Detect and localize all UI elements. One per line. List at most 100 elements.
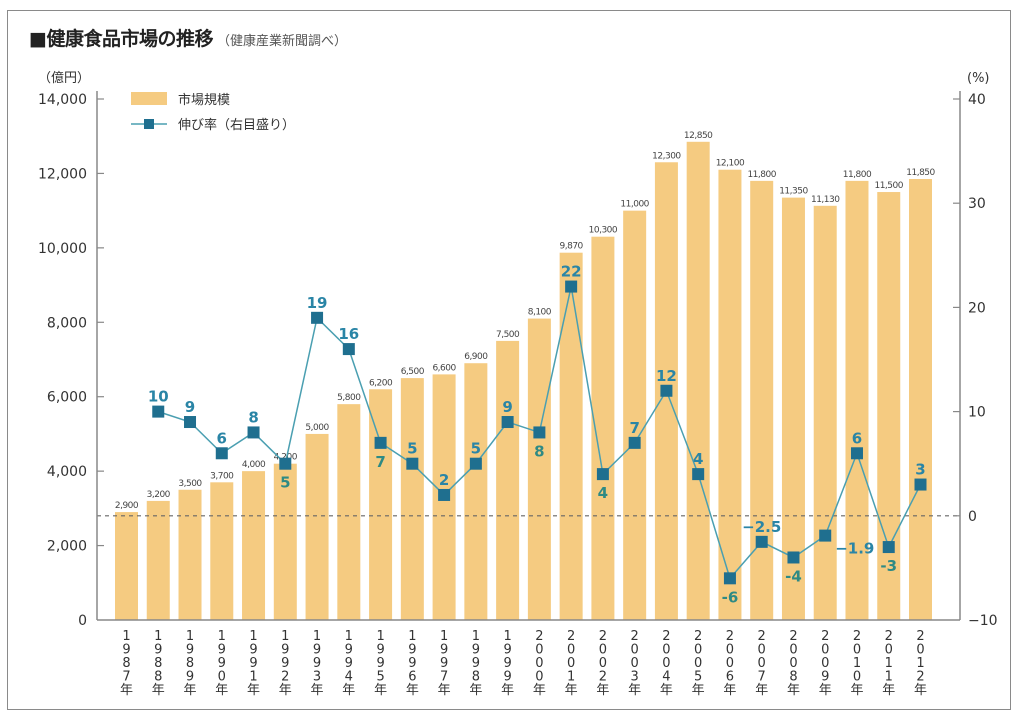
x-axis-label-char: 年 (628, 683, 641, 698)
x-axis-label-char: 1 (249, 670, 257, 685)
legend-label-market-size: 市場規模 (178, 92, 230, 108)
x-axis-label-char: 7 (440, 670, 448, 685)
right-axis-tick-label: 40 (968, 92, 986, 108)
growth-rate-marker (533, 426, 546, 439)
axes: 0 2,000 4,000 6,000 8,000 10,000 12,000 14,000 −… (38, 91, 998, 629)
x-axis-label-char: 2 (916, 670, 924, 685)
bar (400, 378, 424, 620)
x-axis-label-char: 年 (565, 683, 578, 698)
growth-rate-marker (882, 541, 895, 554)
left-axis-tick-label: 12,000 (38, 166, 87, 182)
bar-value-label: 11,000 (620, 200, 649, 210)
x-axis-label-char: 2 (853, 629, 861, 644)
growth-rate-label: 7 (629, 419, 639, 437)
x-axis-label-char: 9 (218, 643, 226, 658)
x-axis-label-char: 9 (313, 656, 321, 671)
x-axis-label-char: 4 (662, 670, 670, 685)
growth-rate-label: 8 (534, 442, 544, 460)
x-axis-label-char: 年 (184, 683, 197, 698)
bar (242, 471, 266, 620)
x-axis-label-char: 9 (186, 670, 194, 685)
bar (813, 205, 837, 620)
bar-value-label: 11,850 (906, 168, 935, 178)
x-axis-label-char: 1 (408, 629, 416, 644)
x-axis-label-char: 2 (535, 629, 543, 644)
growth-rate-label: 6 (852, 429, 862, 447)
bar (178, 489, 202, 620)
x-axis-label-char: 年 (723, 683, 736, 698)
growth-rate-marker (914, 478, 927, 491)
left-axis-unit-label: （億円） (38, 70, 90, 86)
x-axis-label-char: 8 (154, 670, 162, 685)
x-axis-label-char: 1 (122, 629, 130, 644)
x-axis-label-char: 年 (152, 683, 165, 698)
x-axis-label-char: 4 (345, 670, 353, 685)
x-axis-label-char: 0 (789, 656, 797, 671)
bar-value-label: 11,500 (874, 181, 903, 191)
growth-rate-marker (787, 551, 800, 564)
growth-rate-label: 9 (185, 398, 195, 416)
bar-value-label: 5,800 (337, 393, 361, 403)
growth-rate-marker (819, 529, 832, 542)
bar-value-label: 6,500 (401, 367, 425, 377)
bar (909, 179, 932, 620)
bar-value-label: 6,900 (464, 352, 488, 362)
growth-rate-marker (215, 447, 228, 460)
bar (496, 340, 520, 620)
x-axis-label-char: 2 (567, 629, 575, 644)
x-axis-label-char: 0 (821, 643, 829, 658)
x-axis-label-char: 年 (755, 683, 768, 698)
chart-frame (7, 10, 1011, 710)
bar-value-label: 8,100 (528, 308, 552, 318)
bar (623, 210, 647, 620)
growth-rate-marker (184, 416, 197, 429)
x-axis-label-char: 9 (376, 643, 384, 658)
left-axis-tick-label: 4,000 (47, 464, 87, 480)
x-axis-label-char: 9 (408, 656, 416, 671)
growth-rate-marker (279, 457, 292, 470)
x-axis-label-char: 1 (281, 629, 289, 644)
bar-value-label: 12,850 (684, 131, 713, 141)
bar-value-label: 11,130 (811, 195, 840, 205)
x-axis-label-char: 1 (853, 656, 861, 671)
x-axis-label-char: 9 (122, 643, 130, 658)
bar (369, 389, 393, 620)
x-axis-label-char: 9 (440, 656, 448, 671)
bar-value-label: 10,300 (589, 226, 618, 236)
chart-title-block: ■健康食品市場の推移 （健康産業新聞調べ） (29, 24, 347, 51)
x-axis-label-char: 2 (789, 629, 797, 644)
growth-rate-label: 2 (439, 471, 449, 489)
x-axis-label-char: 年 (787, 683, 800, 698)
x-axis-label-char: 0 (758, 656, 766, 671)
left-axis-tick-label: 8,000 (47, 315, 87, 331)
left-axis-tick-label: 10,000 (38, 241, 87, 257)
growth-rate-marker (342, 343, 355, 356)
x-axis-label-char: 年 (850, 683, 863, 698)
x-axis-label-char: 9 (472, 656, 480, 671)
chart-title: ■健康食品市場の推移 (29, 28, 213, 50)
x-axis-label-char: 年 (215, 683, 228, 698)
x-axis-label-char: 0 (662, 643, 670, 658)
x-axis-label-char: 年 (311, 683, 324, 698)
x-axis-label-char: 年 (882, 683, 895, 698)
growth-rate-marker (850, 447, 863, 460)
x-axis-label-char: 1 (313, 629, 321, 644)
x-axis-label-char: 0 (535, 643, 543, 658)
x-axis-label-char: 9 (345, 656, 353, 671)
bar-value-label: 5,000 (305, 423, 329, 433)
x-axis-label-char: 0 (535, 670, 543, 685)
x-axis-label-char: 1 (154, 629, 162, 644)
x-axis-label-char: 年 (342, 683, 355, 698)
bar-value-label: 6,200 (369, 378, 393, 388)
x-axis-label-char: 9 (472, 643, 480, 658)
growth-rate-marker (152, 405, 165, 418)
x-axis-label-char: 0 (535, 656, 543, 671)
bar-value-label: 4,000 (242, 460, 266, 470)
bar-value-label: 6,600 (432, 363, 456, 373)
x-axis-label-char: 0 (662, 656, 670, 671)
growth-rate-marker (628, 436, 641, 449)
right-axis-tick-label: 30 (968, 196, 986, 212)
growth-rate-label: 12 (656, 367, 677, 385)
x-axis-label-char: 8 (186, 656, 194, 671)
x-axis-label-char: 1 (916, 656, 924, 671)
